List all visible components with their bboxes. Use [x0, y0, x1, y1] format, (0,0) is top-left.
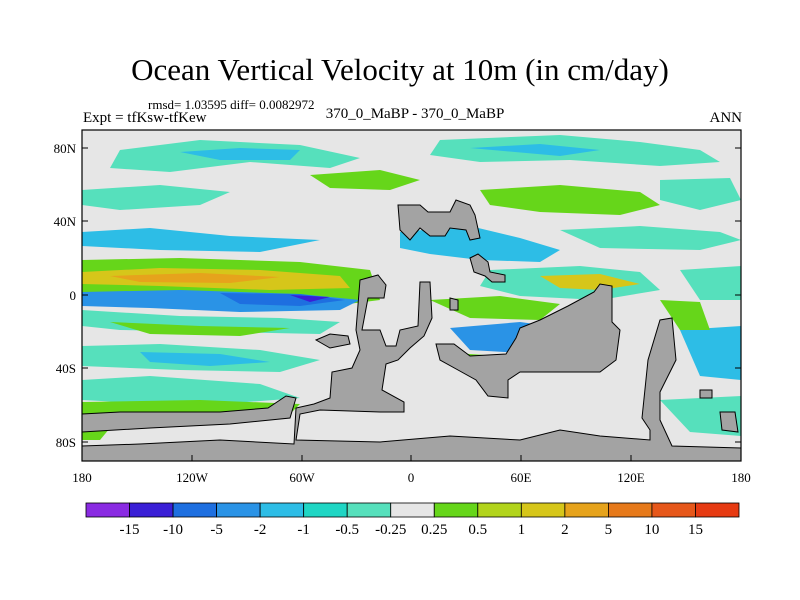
colorbar-swatch [695, 502, 740, 518]
land-small-island [699, 389, 713, 399]
field-region [82, 228, 320, 252]
field-region [560, 226, 741, 250]
colorbar-label: 0.5 [468, 522, 487, 538]
colorbar-swatch [346, 502, 392, 518]
land-east-block [435, 283, 621, 399]
land-small-island [314, 333, 351, 349]
colorbar-swatch [433, 502, 479, 518]
lat-label-80s: 80S [56, 435, 76, 450]
field-region [180, 148, 300, 160]
lon-label-0: 0 [408, 470, 415, 485]
colorbar-label: -0.5 [335, 522, 359, 538]
field-region [110, 322, 290, 336]
stats-label: rmsd= 1.03595 diff= 0.0082972 [148, 97, 315, 112]
colorbar-label: -15 [120, 522, 140, 538]
lat-label-40n: 40N [54, 214, 77, 229]
land-southwest-strip [82, 395, 297, 433]
lat-label-80n: 80N [54, 141, 77, 156]
season-label: ANN [709, 110, 743, 126]
field-region [680, 266, 741, 300]
colorbar-swatch [129, 502, 174, 518]
land-masses [82, 199, 741, 461]
colorbar-swatch [477, 502, 522, 518]
map-field [82, 130, 741, 461]
field-region [140, 352, 270, 366]
field-region [430, 296, 560, 320]
colorbar-label: -1 [297, 522, 310, 538]
field-region [660, 178, 741, 210]
field-region [82, 376, 300, 404]
colorbar-label: -0.25 [375, 522, 406, 538]
colorbar-swatch [651, 502, 696, 518]
lat-label-40s: 40S [56, 361, 76, 376]
colorbar-label: 5 [605, 522, 613, 538]
land-north-east-asia [469, 253, 506, 283]
experiment-label: Expt = tfKsw-tfKew [83, 110, 207, 126]
field-region [470, 144, 600, 156]
colorbar-swatch [303, 502, 348, 518]
field-region [480, 185, 660, 215]
colorbar-swatch [259, 502, 305, 518]
colorbar-swatch [216, 502, 261, 518]
field-region [660, 300, 710, 330]
colorbar-label: 2 [561, 522, 569, 538]
lat-tick-marks [82, 147, 741, 443]
field-region [290, 295, 330, 302]
lon-tick-marks [81, 455, 742, 461]
field-region [310, 170, 420, 190]
colorbar-swatch [390, 502, 435, 518]
field-region [110, 273, 280, 283]
colorbar-swatch [520, 502, 566, 518]
land-north-europe [397, 199, 481, 241]
field-region [82, 185, 230, 210]
plot-title: Ocean Vertical Velocity at 10m (in cm/da… [131, 52, 669, 87]
lon-label-60e: 60E [511, 470, 532, 485]
colorbar-label: 15 [688, 522, 703, 538]
colorbar-swatch [85, 502, 130, 518]
field-region [660, 396, 741, 436]
colorbar-swatch [608, 502, 653, 518]
lon-label-180e: 180 [731, 470, 751, 485]
case-label: 370_0_MaBP - 370_0_MaBP [325, 106, 505, 122]
field-region [680, 326, 741, 380]
colorbar-label: -10 [163, 522, 183, 538]
land-central-continent [82, 274, 741, 461]
lon-label-120w: 120W [176, 470, 209, 485]
colorbar-label: -2 [254, 522, 267, 538]
land-small-island [449, 297, 459, 311]
lon-label-60w: 60W [289, 470, 315, 485]
lat-label-0: 0 [70, 288, 77, 303]
colorbar: -15 -10 -5 -2 -1 -0.5 -0.25 0.25 0.5 1 2 5 10 15 [85, 502, 740, 538]
colorbar-label: 10 [644, 522, 659, 538]
colorbar-swatch [564, 502, 609, 518]
field-region [540, 274, 640, 290]
colorbar-label: 1 [518, 522, 526, 538]
colorbar-label: 0.25 [421, 522, 447, 538]
land-small-island [719, 411, 739, 433]
lon-label-180w: 180 [72, 470, 92, 485]
colorbar-swatch [172, 502, 218, 518]
lon-label-120e: 120E [617, 470, 645, 485]
colorbar-label: -5 [210, 522, 223, 538]
